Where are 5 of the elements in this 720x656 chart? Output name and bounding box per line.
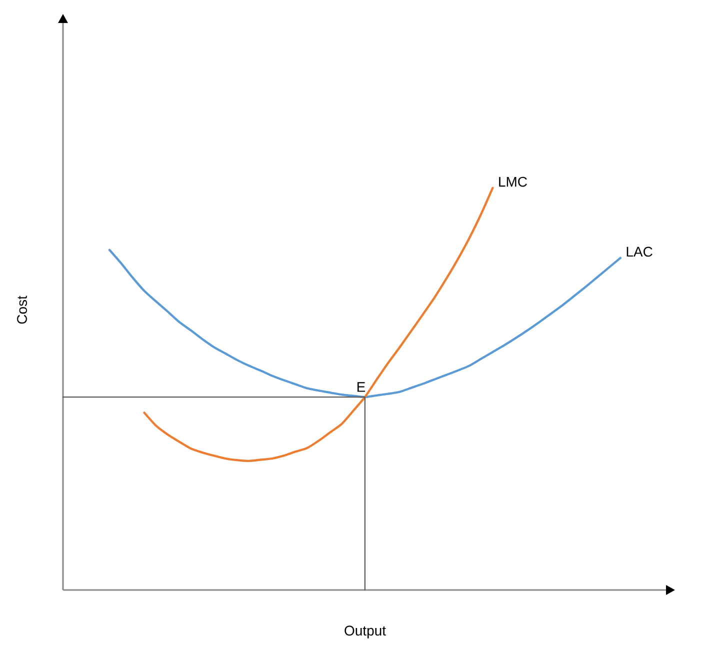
x-axis-title: Output xyxy=(344,626,386,638)
series-label: LAC xyxy=(626,246,652,257)
series-label: LMC xyxy=(499,176,527,187)
y-axis-title: Cost xyxy=(17,296,27,324)
annotation: E xyxy=(357,382,366,392)
